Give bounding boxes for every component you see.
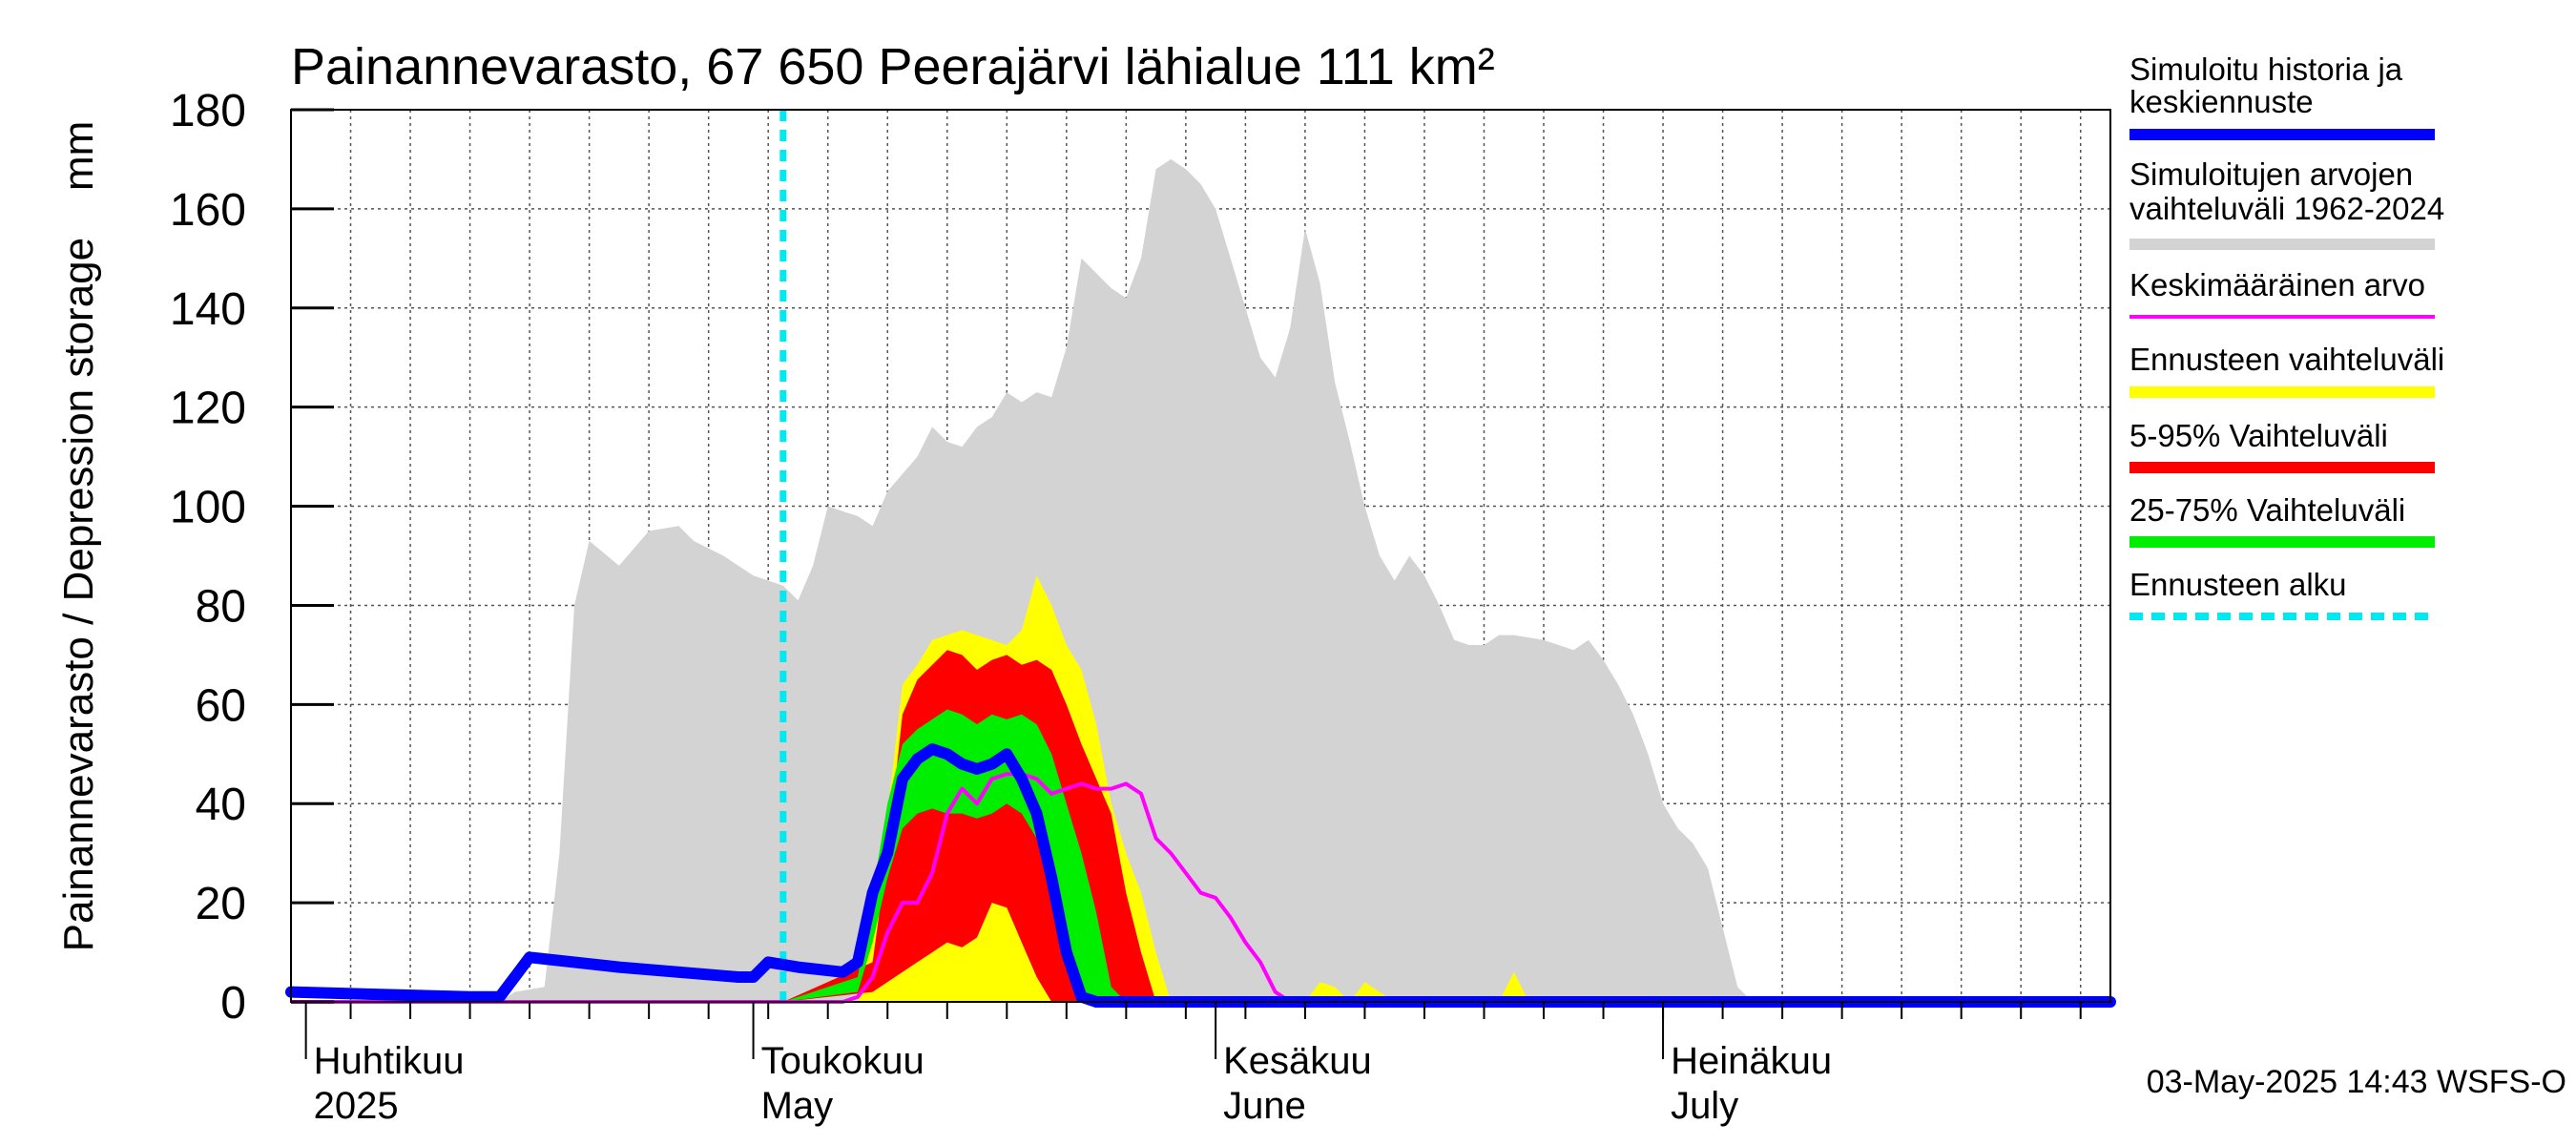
y-tick-label: 160 xyxy=(170,185,246,236)
footer-timestamp: 03-May-2025 14:43 WSFS-O xyxy=(2147,1064,2566,1100)
legend-label: Simuloitu historia ja xyxy=(2129,52,2403,87)
legend-label: 25-75% Vaihteluväli xyxy=(2129,492,2405,528)
y-tick-label: 140 xyxy=(170,284,246,335)
y-axis-label: Painannevarasto / Depression storage mm xyxy=(55,121,102,952)
historical-range-area xyxy=(291,158,2110,1002)
legend-label: vaihteluväli 1962-2024 xyxy=(2129,191,2444,226)
month-label-fi: Huhtikuu xyxy=(314,1040,465,1082)
chart-title: Painannevarasto, 67 650 Peerajärvi lähia… xyxy=(291,38,1495,95)
month-label-en: June xyxy=(1223,1085,1306,1127)
legend-label: Ennusteen vaihteluväli xyxy=(2129,342,2444,377)
y-tick-label: 40 xyxy=(196,780,246,830)
history-forecast-line xyxy=(285,743,2116,1008)
y-tick-label: 120 xyxy=(170,384,246,434)
month-label-fi: Toukokuu xyxy=(761,1040,924,1082)
legend-label: 5-95% Vaihteluväli xyxy=(2129,418,2388,453)
month-label-en: May xyxy=(761,1085,834,1127)
month-label-fi: Kesäkuu xyxy=(1223,1040,1372,1082)
y-tick-label: 180 xyxy=(170,86,246,136)
mean-value-line xyxy=(291,772,2110,1004)
series-lines xyxy=(285,110,2116,1008)
y-tick-label: 20 xyxy=(196,879,246,929)
y-tick-label: 0 xyxy=(220,978,246,1029)
legend-label: Simuloitujen arvojen xyxy=(2129,156,2413,192)
axes xyxy=(290,108,2111,1059)
y-tick-label: 60 xyxy=(196,680,246,731)
month-label-en: 2025 xyxy=(314,1085,399,1127)
month-label-fi: Heinäkuu xyxy=(1671,1040,1832,1082)
legend-label: Ennusteen alku xyxy=(2129,567,2347,602)
y-tick-label: 80 xyxy=(196,581,246,632)
legend-label: keskiennuste xyxy=(2129,84,2314,119)
month-label-en: July xyxy=(1671,1085,1738,1127)
y-tick-labels: 0 20 40 60 80 100 120 140 160 180 xyxy=(170,86,246,1029)
plot-frame xyxy=(290,109,2111,1003)
legend-label: Keskimääräinen arvo xyxy=(2129,267,2425,302)
y-tick-label: 100 xyxy=(170,483,246,533)
